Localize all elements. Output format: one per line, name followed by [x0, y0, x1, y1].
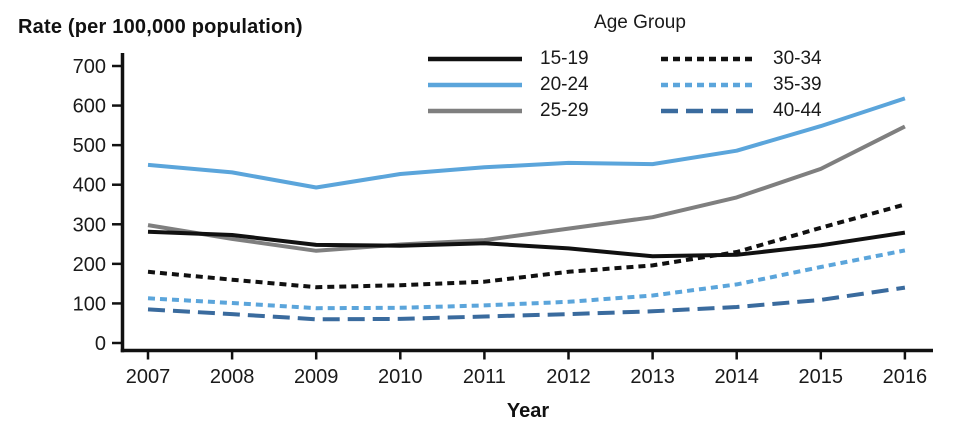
legend-swatch-35-39 [661, 82, 755, 88]
legend-item-30-34: 30-34 [660, 46, 822, 72]
legend-item-35-39: 35-39 [660, 72, 822, 98]
legend-swatch-30-34 [661, 56, 755, 62]
legend-item-20-24: 20-24 [427, 72, 589, 98]
y-axis-title: Rate (per 100,000 population) [18, 16, 303, 38]
series-line-40-44 [147, 285, 906, 322]
x-tick-label: 2012 [546, 366, 591, 388]
series-line-30-34 [147, 202, 906, 290]
y-tick-label: 400 [73, 175, 106, 197]
y-tick-label: 300 [73, 214, 106, 236]
series-line-25-29 [147, 124, 906, 253]
x-tick-label: 2015 [799, 366, 844, 388]
legend-label: 35-39 [773, 74, 822, 95]
y-tick-label: 700 [73, 56, 106, 78]
legend-item-25-29: 25-29 [427, 98, 589, 124]
legend-swatch-40-44 [661, 108, 755, 114]
legend-label: 30-34 [773, 48, 822, 69]
x-tick-label: 2014 [714, 366, 759, 388]
x-tick-label: 2011 [463, 366, 506, 388]
legend-label: 20-24 [540, 74, 589, 95]
series-line-15-19 [147, 229, 906, 259]
y-tick-label: 100 [73, 293, 106, 315]
legend-swatch-20-24 [428, 82, 522, 88]
x-tick-label: 2007 [126, 366, 171, 388]
x-tick-label: 2016 [883, 366, 928, 388]
legend-item-15-19: 15-19 [427, 46, 589, 72]
series-line-20-24 [147, 96, 906, 190]
legend-swatch-15-19 [428, 56, 522, 62]
x-axis-title: Year [506, 400, 550, 422]
legend-swatch-25-29 [428, 108, 522, 114]
y-tick-label: 0 [95, 333, 106, 355]
legend-label: 40-44 [773, 100, 822, 121]
series-line-35-39 [147, 248, 906, 311]
legend-column-left: 15-19 20-24 25-29 [427, 46, 589, 124]
legend-column-right: 30-34 35-39 40-44 [660, 46, 822, 124]
y-tick-label: 600 [73, 96, 106, 118]
x-tick-label: 2008 [210, 366, 255, 388]
x-tick-label: 2009 [294, 366, 339, 388]
y-tick-label: 200 [73, 254, 106, 276]
legend-label: 25-29 [540, 100, 589, 121]
y-tick-label: 500 [73, 135, 106, 157]
legend-title: Age Group [594, 12, 686, 33]
legend-label: 15-19 [540, 48, 589, 69]
legend-item-40-44: 40-44 [660, 98, 822, 124]
x-tick-label: 2013 [630, 366, 675, 388]
x-tick-label: 2010 [378, 366, 423, 388]
